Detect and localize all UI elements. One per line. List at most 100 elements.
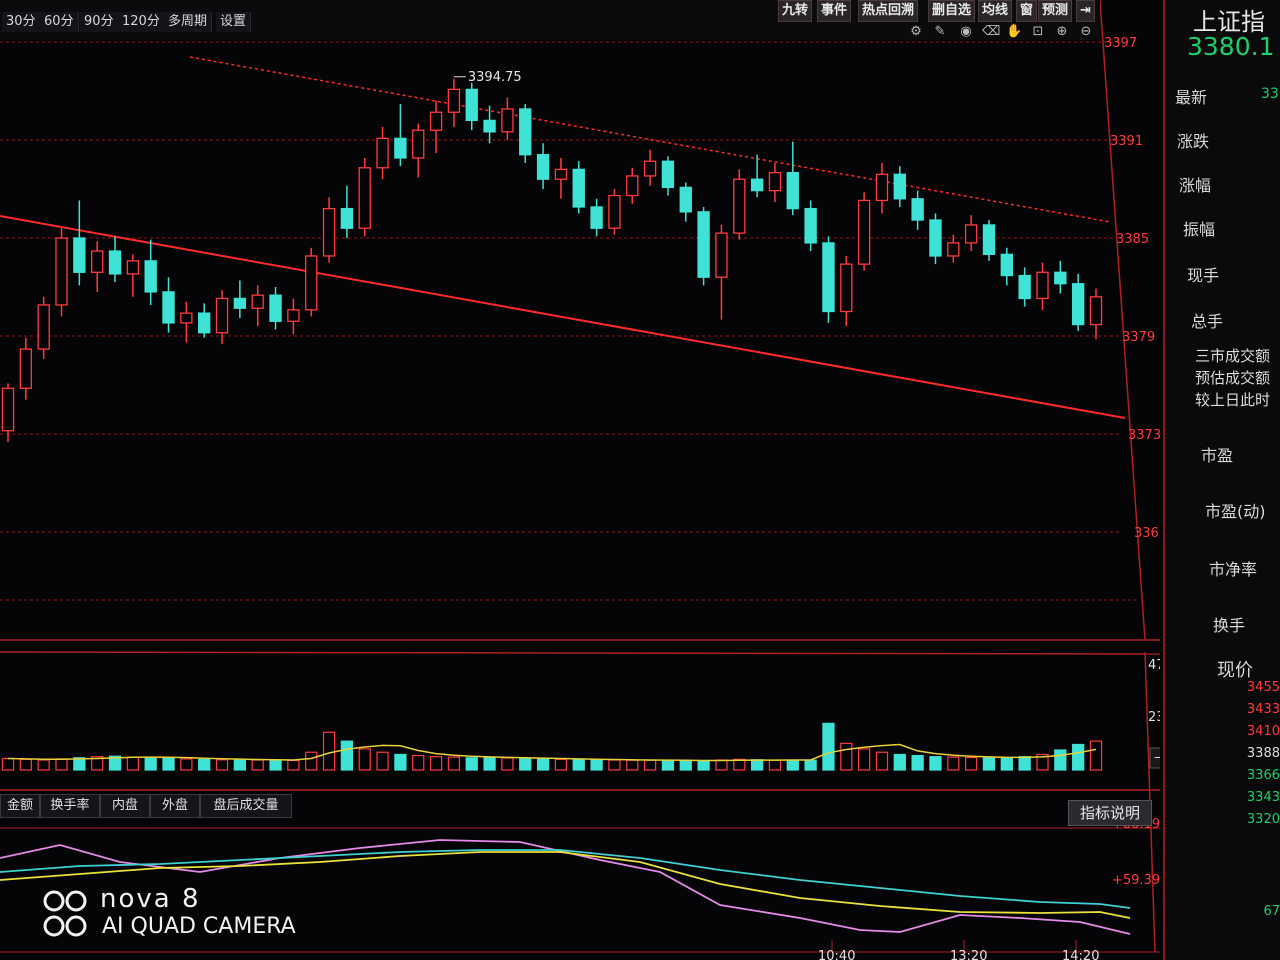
candle-body [893,173,906,200]
quote-title: 现价 [1217,660,1253,681]
volume-bar [768,759,782,771]
candle-body [501,108,514,133]
candle-body [287,309,300,322]
top-toolbar: 30分 60分 90分 120分 多周期 设置 九转 事件 热点回溯 删自选 均… [0,0,1100,40]
candle-body [394,137,407,159]
candle-body [626,175,639,197]
volume-bar [501,757,514,771]
timeframe-120m[interactable]: 120分 [118,12,165,32]
candle-body [198,312,211,334]
volume-bar [483,756,496,771]
volume-bar [519,757,532,771]
candle-body [180,312,193,324]
field-latest-value: 338 [1261,86,1280,102]
multi-period-button[interactable]: 多周期 [164,12,213,32]
volume-bar [376,751,389,771]
candle-body [661,160,675,189]
forecast-button[interactable]: 预测 [1038,0,1073,22]
volume-bar [750,759,764,771]
volume-bar [572,758,585,771]
settings-button[interactable]: 设置 [216,12,252,32]
note-estimated-turnover: 预估成交额 [1195,369,1271,387]
volume-bar [661,759,675,771]
timeframe-90m[interactable]: 90分 [80,12,119,32]
zoom-in-icon[interactable]: ⊕ [1056,24,1068,39]
support-trendline [0,215,1126,419]
tab-outer-volume[interactable]: 外盘 [150,794,200,818]
tab-inner-volume[interactable]: 内盘 [100,794,150,818]
volume-bar [55,758,68,771]
candle-body [964,224,978,244]
eye-icon[interactable]: ◉ [960,24,972,39]
candle-body [483,119,496,133]
candle-body [215,297,229,334]
volume-unit-label: 十万 [1154,752,1160,767]
tab-after-hours-volume[interactable]: 盘后成交量 [200,794,292,818]
remove-watchlist-button[interactable]: 删自选 [928,0,976,22]
kline-chart[interactable]: 3397 3391 3385 3379 3373 3367 3394.75 473 236 十万 +… [0,0,1160,960]
volume-ma-line [7,743,1097,762]
volume-bar [893,753,906,771]
lock-icon[interactable]: ⊡ [1032,24,1044,39]
candle-body [1089,296,1103,326]
volume-bar [590,759,603,771]
candle-body [19,348,33,389]
volume-bar [786,759,799,771]
price-ladder-item: 3388 [1246,746,1280,761]
settings-icon[interactable]: ⚙ [910,24,922,39]
field-change-label: 涨跌 [1177,132,1210,151]
watermark-camera: AI QUAD CAMERA [102,914,296,939]
volume-bar [965,756,978,771]
volume-bar [412,754,425,771]
tab-turnover-rate[interactable]: 换手率 [40,794,100,818]
nine-turn-button[interactable]: 九转 [778,0,813,22]
exit-fullscreen-icon[interactable]: ⇥ [1076,0,1095,22]
moving-average-button[interactable]: 均线 [978,0,1013,22]
candle-body [733,178,746,234]
candle-body [37,304,50,350]
candle-body [340,207,354,229]
time-label: 10:40 [818,949,855,960]
volume-bar [322,731,336,771]
volume-bar [947,756,960,771]
volume-bar [180,758,193,771]
volume-bar [697,760,710,771]
timeframe-30m[interactable]: 30分 [2,12,41,32]
tab-amount[interactable]: 金额 [0,794,40,818]
events-button[interactable]: 事件 [817,0,852,22]
candle-body [697,211,710,278]
volume-bar [875,751,889,771]
timeframe-60m[interactable]: 60分 [40,12,79,32]
window-button[interactable]: 窗 [1016,0,1038,22]
hotspot-replay-button[interactable]: 热点回溯 [858,0,919,22]
price-tick-label: 3373 [1128,428,1160,443]
index-name: 上证指 [1193,8,1265,36]
candle-body [465,88,478,122]
volume-bar [287,759,300,771]
pen-icon[interactable]: ✎ [934,24,946,39]
candle-body [55,237,68,306]
valuation-pe-dynamic: 市盈(动) [1205,502,1266,521]
volume-bar [429,756,443,771]
note-three-market-turnover: 三市成交额 [1195,347,1271,365]
volume-bar [162,757,175,771]
volume-bar [536,758,550,771]
candle-body [305,255,318,311]
candle-body [715,232,728,278]
indicator-help-button[interactable]: 指标说明 [1068,800,1152,826]
hand-icon[interactable]: ✋ [1006,24,1023,39]
candle-body [429,111,443,131]
indicator-line [0,839,1131,935]
volume-bar [198,758,211,771]
volume-bar [1,757,15,771]
index-price: 3380.1 [1187,32,1275,61]
volume-bar [144,757,157,771]
candle-body [804,207,817,244]
candle-body [1036,271,1049,300]
candle-body [126,260,140,275]
candle-body [947,242,960,257]
zoom-out-icon[interactable]: ⊖ [1080,24,1092,39]
trash-icon[interactable]: ⌫ [982,24,1001,39]
field-amplitude-label: 振幅 [1183,220,1216,239]
